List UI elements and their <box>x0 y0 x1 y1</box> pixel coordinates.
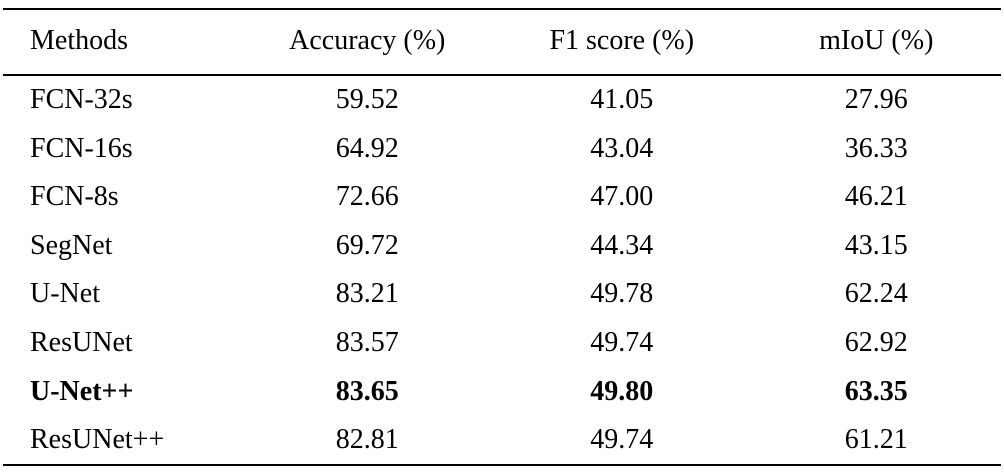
f1-cell: 41.05 <box>590 84 654 116</box>
miou-cell: 61.21 <box>844 424 908 456</box>
method-cell: ResUNet++ <box>30 424 165 456</box>
header-cell-methods: Methods <box>3 9 243 76</box>
f1-cell: 43.04 <box>590 132 654 164</box>
table-header: Methods Accuracy (%) F1 score (%) mIoU (… <box>3 9 1001 76</box>
table-row: SegNet 69.72 44.34 43.15 <box>3 221 1001 270</box>
method-cell: U-Net++ <box>30 375 134 407</box>
accuracy-cell: 82.81 <box>335 424 399 456</box>
miou-cell: 43.15 <box>844 229 908 261</box>
header-cell-f1: F1 score (%) <box>492 9 752 76</box>
miou-cell: 62.24 <box>844 278 908 310</box>
accuracy-cell: 64.92 <box>335 132 399 164</box>
method-cell: FCN-16s <box>30 132 133 164</box>
table-row: U-Net 83.21 49.78 62.24 <box>3 270 1001 319</box>
accuracy-cell: 59.52 <box>335 84 399 116</box>
f1-cell: 47.00 <box>590 181 654 213</box>
accuracy-cell: 83.57 <box>335 327 399 359</box>
accuracy-cell: 72.66 <box>335 181 399 213</box>
f1-cell: 44.34 <box>590 229 654 261</box>
header-cell-miou: mIoU (%) <box>751 9 1001 76</box>
table-row: FCN-32s 59.52 41.05 27.96 <box>3 75 1001 125</box>
method-cell: FCN-8s <box>30 181 119 213</box>
accuracy-cell: 69.72 <box>335 229 399 261</box>
method-cell: FCN-32s <box>30 84 133 116</box>
table-row: FCN-16s 64.92 43.04 36.33 <box>3 124 1001 173</box>
method-cell: U-Net <box>30 278 100 310</box>
accuracy-cell: 83.65 <box>335 375 399 407</box>
miou-cell: 36.33 <box>844 132 908 164</box>
accuracy-cell: 83.21 <box>335 278 399 310</box>
miou-cell: 63.35 <box>844 375 908 407</box>
f1-cell: 49.74 <box>590 424 654 456</box>
f1-cell: 49.78 <box>590 278 654 310</box>
method-cell: ResUNet <box>30 327 133 359</box>
table-row: FCN-8s 72.66 47.00 46.21 <box>3 173 1001 222</box>
results-table: Methods Accuracy (%) F1 score (%) mIoU (… <box>3 8 1001 467</box>
header-row: Methods Accuracy (%) F1 score (%) mIoU (… <box>3 9 1001 76</box>
miou-cell: 27.96 <box>844 84 908 116</box>
table-row: ResUNet++ 82.81 49.74 61.21 <box>3 416 1001 466</box>
miou-cell: 62.92 <box>844 327 908 359</box>
method-cell: SegNet <box>30 229 113 261</box>
table-row: ResUNet 83.57 49.74 62.92 <box>3 319 1001 368</box>
f1-cell: 49.74 <box>590 327 654 359</box>
table-row-emphasized: U-Net++ 83.65 49.80 63.35 <box>3 367 1001 416</box>
table-body: FCN-32s 59.52 41.05 27.96 FCN-16s 64.92 … <box>3 75 1001 466</box>
header-cell-accuracy: Accuracy (%) <box>242 9 493 76</box>
f1-cell: 49.80 <box>590 375 654 407</box>
miou-cell: 46.21 <box>844 181 908 213</box>
